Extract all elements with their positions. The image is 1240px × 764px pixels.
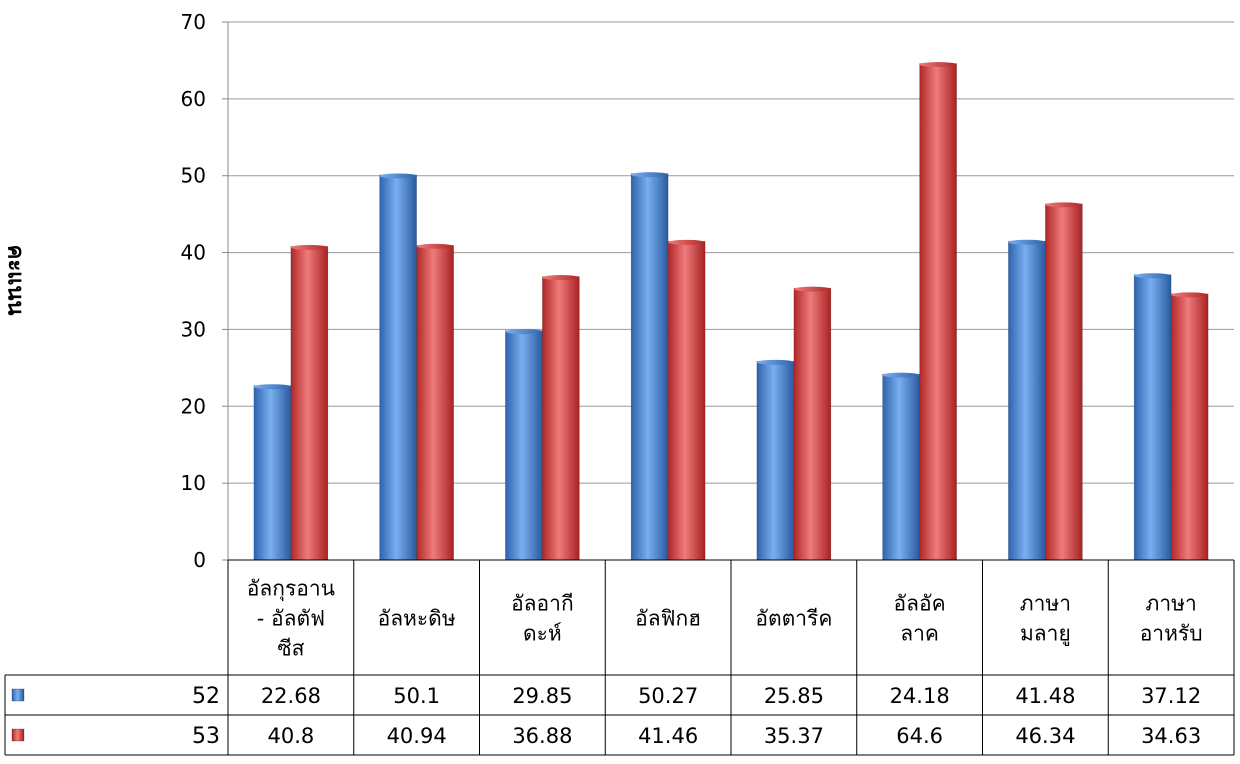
data-label: 25.85	[764, 684, 824, 708]
category-label: ภาษา	[1020, 592, 1071, 616]
bar-top	[542, 275, 580, 281]
data-label: 35.37	[764, 724, 824, 748]
bar-series52	[505, 330, 543, 561]
bar-top	[1171, 292, 1209, 298]
legend-label: 52	[192, 684, 220, 709]
legend-label: 53	[192, 724, 220, 749]
bar-top	[1045, 202, 1083, 208]
bar-top	[882, 372, 920, 378]
y-tick-label: 20	[181, 394, 206, 418]
data-label: 24.18	[890, 684, 950, 708]
bar-series53	[1045, 203, 1083, 561]
bar-top	[505, 329, 543, 335]
bar-series53	[1170, 293, 1209, 561]
bar-series52	[756, 361, 795, 561]
category-label: อัลฟิกฮ	[635, 607, 701, 631]
bar-top	[631, 172, 669, 178]
data-label: 22.68	[261, 684, 321, 708]
data-label: 50.1	[393, 684, 440, 708]
category-label: ดะห์	[523, 622, 562, 646]
bar-series52	[253, 385, 292, 561]
bar-series52	[1133, 274, 1172, 561]
bar-top	[756, 359, 794, 365]
bar-top	[919, 62, 957, 68]
category-label: อัลหะดิษ	[378, 607, 456, 631]
bar-series53	[919, 63, 957, 561]
bar-series53	[416, 245, 454, 561]
data-label: 64.6	[896, 724, 943, 748]
category-label: - อัลตัฟ	[257, 607, 325, 631]
bar-top	[253, 384, 291, 390]
y-tick-label: 40	[181, 241, 206, 265]
y-tick-label: 30	[181, 317, 206, 341]
bar-series52	[882, 373, 920, 561]
data-label: 40.94	[387, 724, 447, 748]
y-axis-label: คะแนน	[2, 244, 28, 316]
bar-series53	[290, 246, 329, 561]
legend-swatch-53	[11, 728, 25, 742]
legend-swatch-52	[11, 688, 25, 702]
data-label: 36.88	[512, 724, 572, 748]
y-tick-label: 10	[181, 471, 206, 495]
bar-series52	[379, 174, 417, 561]
y-tick-label: 60	[181, 87, 206, 111]
category-label: อาหรับ	[1140, 622, 1203, 646]
bar-top	[290, 244, 328, 250]
bar-series53	[667, 241, 706, 561]
data-label: 29.85	[512, 684, 572, 708]
bar-series53	[542, 276, 580, 561]
data-label: 41.46	[638, 724, 698, 748]
bar-top	[793, 286, 831, 292]
category-label: อัลกุรอาน	[247, 577, 335, 602]
data-label: 40.8	[267, 724, 314, 748]
data-label: 41.48	[1015, 684, 1075, 708]
category-label: อัลอัค	[894, 592, 946, 616]
category-label: อัตตารีค	[755, 607, 832, 631]
bar-top	[1134, 273, 1172, 279]
bar-series52	[630, 173, 669, 561]
bar-top	[1008, 239, 1046, 245]
bar-top	[416, 243, 454, 249]
category-label: มลายู	[1020, 622, 1071, 647]
bar-top	[668, 239, 706, 245]
y-tick-label: 0	[193, 548, 206, 572]
category-label: อัลอากี	[511, 592, 574, 616]
data-label: 37.12	[1141, 684, 1201, 708]
data-label: 46.34	[1015, 724, 1075, 748]
category-label: ภาษา	[1145, 592, 1196, 616]
bar-top	[379, 173, 417, 179]
y-tick-label: 50	[181, 164, 206, 188]
category-label: ซีส	[277, 637, 304, 661]
data-label: 50.27	[638, 684, 698, 708]
bar-series53	[793, 287, 832, 561]
category-label: ลาค	[900, 622, 939, 646]
y-tick-label: 70	[181, 10, 206, 34]
bar-series52	[1008, 240, 1046, 561]
data-label: 34.63	[1141, 724, 1201, 748]
